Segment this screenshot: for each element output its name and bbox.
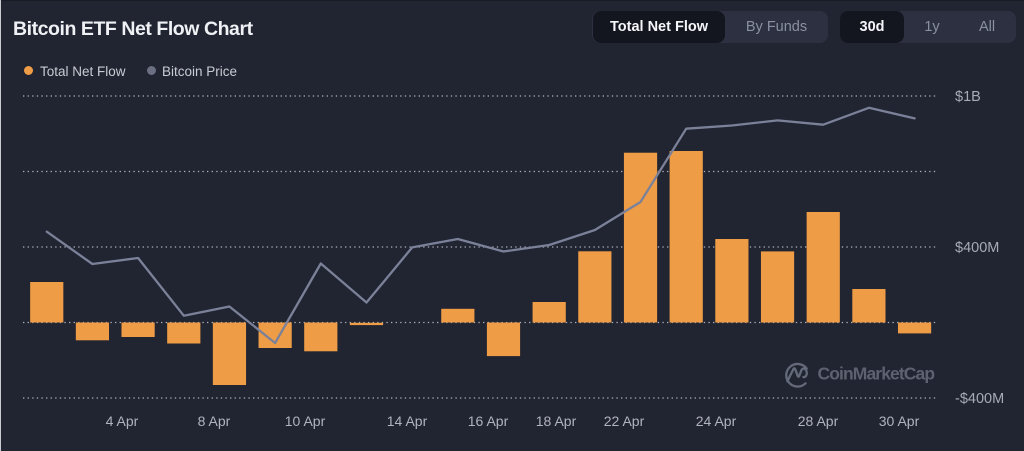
svg-text:CoinMarketCap: CoinMarketCap: [818, 363, 935, 383]
